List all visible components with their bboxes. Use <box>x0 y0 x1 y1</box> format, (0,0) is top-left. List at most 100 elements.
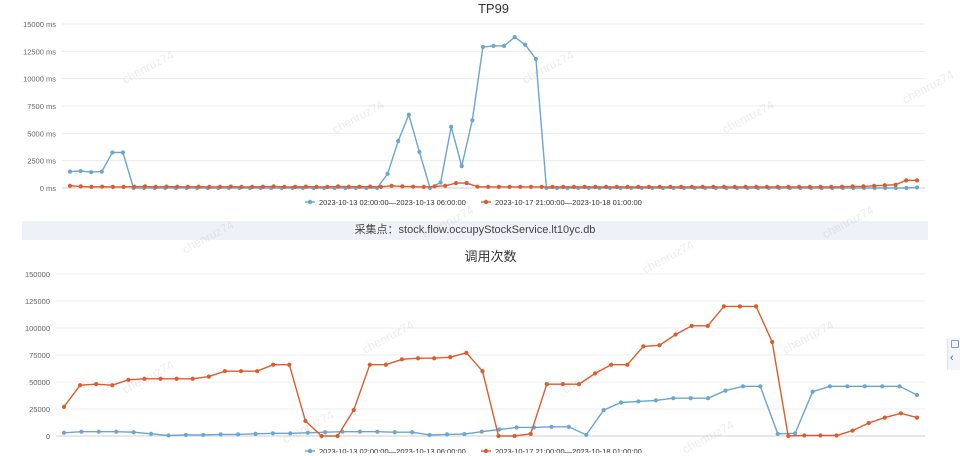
data-point <box>668 184 673 190</box>
data-point <box>94 382 99 387</box>
legend-item[interactable]: 2023-10-17 21:00:00—2023-10-18 01:00:00 <box>481 447 642 453</box>
y-tick-label: 25000 <box>29 405 50 414</box>
legend-label: 2023-10-17 21:00:00—2023-10-18 01:00:00 <box>495 447 642 453</box>
data-point <box>357 184 362 189</box>
data-point <box>303 184 308 189</box>
data-point <box>207 184 212 190</box>
side-toolbar[interactable]: ‹ <box>947 338 960 370</box>
data-point <box>528 184 534 190</box>
data-point <box>601 407 606 413</box>
data-point <box>201 432 206 438</box>
data-point <box>603 184 609 190</box>
data-point <box>110 383 115 388</box>
data-point <box>872 183 877 188</box>
data-point <box>518 184 523 190</box>
data-point <box>480 44 486 50</box>
data-point <box>400 184 405 189</box>
settings-grip-icon[interactable] <box>951 340 959 348</box>
legend-item[interactable]: 2023-10-13 02:00:00—2023-10-13 06:00:00 <box>305 447 466 453</box>
data-point <box>238 369 244 374</box>
data-point <box>818 433 823 438</box>
data-point <box>711 184 716 190</box>
data-point <box>732 184 737 190</box>
data-point <box>539 184 544 190</box>
data-point <box>89 184 94 190</box>
data-point <box>190 376 195 381</box>
data-point <box>786 184 791 190</box>
series-line <box>69 36 918 190</box>
y-tick-label: 2500 ms <box>27 157 56 166</box>
data-point <box>880 384 885 389</box>
data-point <box>700 184 705 190</box>
data-point <box>786 433 791 439</box>
data-point <box>443 183 448 188</box>
data-point <box>185 184 191 190</box>
y-tick-label: 50000 <box>29 378 50 387</box>
data-point <box>142 376 147 381</box>
data-point <box>549 424 554 429</box>
data-point <box>533 56 538 62</box>
data-point <box>501 43 507 48</box>
data-point <box>375 429 380 434</box>
chevron-left-icon[interactable]: ‹ <box>950 352 954 364</box>
data-point <box>417 149 422 155</box>
data-point <box>79 429 84 434</box>
data-point <box>625 362 630 367</box>
data-point <box>367 362 372 367</box>
data-point <box>293 184 298 190</box>
data-point <box>818 184 823 190</box>
data-point <box>385 171 390 176</box>
data-point <box>657 343 662 348</box>
legend-item[interactable]: 2023-10-13 02:00:00—2023-10-13 06:00:00 <box>305 198 466 207</box>
data-point <box>721 184 727 190</box>
y-tick-label: 0 ms <box>40 184 57 193</box>
data-point <box>743 184 748 190</box>
data-point <box>383 362 388 367</box>
data-point <box>807 184 812 190</box>
data-point <box>753 304 759 309</box>
data-point <box>351 407 356 413</box>
data-point <box>392 430 397 435</box>
data-point <box>544 382 549 387</box>
series-line <box>63 305 918 437</box>
data-point <box>368 184 373 189</box>
data-point <box>142 184 148 189</box>
data-point <box>303 418 308 423</box>
data-point <box>560 382 566 387</box>
y-tick-label: 0 <box>46 432 50 441</box>
data-point <box>754 184 759 190</box>
data-point <box>250 184 255 190</box>
data-point <box>496 433 501 439</box>
data-point <box>829 184 834 190</box>
data-point <box>132 184 137 189</box>
data-point <box>850 428 855 433</box>
data-point <box>491 43 496 48</box>
data-point <box>673 332 678 337</box>
data-point <box>218 432 223 437</box>
data-point <box>882 415 887 420</box>
data-point <box>770 339 775 345</box>
legend-marker <box>307 199 313 205</box>
data-point <box>288 431 293 436</box>
data-point <box>100 184 105 189</box>
data-point <box>228 184 233 189</box>
data-point <box>705 323 710 328</box>
data-point <box>61 430 67 435</box>
data-point <box>618 400 624 405</box>
data-point <box>438 180 443 185</box>
data-point <box>512 35 517 40</box>
data-point <box>61 404 67 409</box>
collection-point-caption: 采集点：stock.flow.occupyStockService.lt10yc… <box>22 221 928 240</box>
legend-item[interactable]: 2023-10-17 21:00:00—2023-10-18 01:00:00 <box>481 198 642 207</box>
data-point <box>486 184 491 190</box>
data-point <box>464 350 469 355</box>
data-point <box>764 184 769 190</box>
data-point <box>671 396 676 401</box>
data-point <box>175 184 180 189</box>
data-point <box>893 182 898 187</box>
data-point <box>396 138 401 144</box>
data-point <box>67 183 73 188</box>
data-point <box>99 169 104 174</box>
data-point <box>271 184 276 189</box>
data-point <box>325 184 330 190</box>
